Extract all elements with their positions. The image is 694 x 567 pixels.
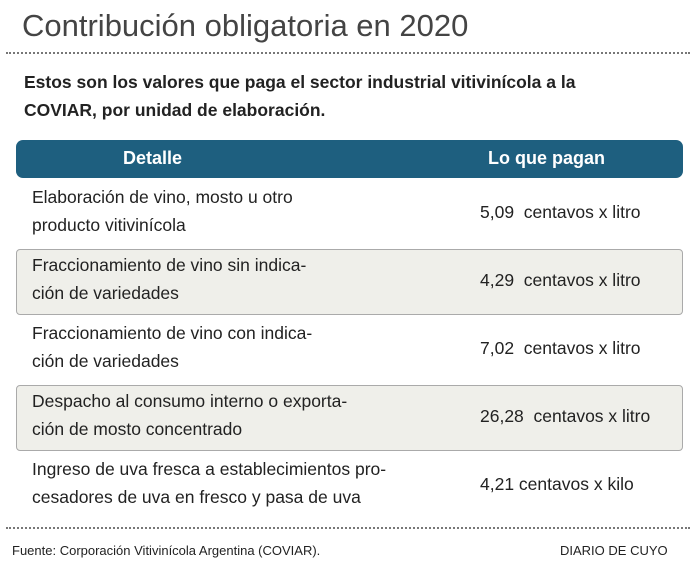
table-row [16, 385, 683, 451]
detail-text: cesadores de uva en fresco y pasa de uva [32, 487, 361, 507]
detail-text: ción de variedades [32, 351, 179, 371]
detail-text: producto vitivinícola [32, 215, 186, 235]
table-row [16, 249, 683, 315]
detail-text: Fraccionamiento de vino sin indica- [32, 255, 307, 275]
column-header: Lo que pagan [488, 148, 605, 168]
value-text: 26,28 centavos x litro [480, 406, 651, 426]
value-text: 5,09 centavos x litro [480, 202, 641, 222]
subtitle: Estos son los valores que paga el sector… [24, 72, 576, 92]
subtitle: COVIAR, por unidad de elaboración. [24, 100, 326, 120]
detail-text: Ingreso de uva fresca a establecimientos… [32, 459, 387, 479]
title: Contribución obligatoria en 2020 [22, 8, 469, 43]
column-header: Detalle [123, 148, 183, 168]
detail-text: Elaboración de vino, mosto u otro [32, 187, 293, 207]
value-text: 4,29 centavos x litro [480, 270, 641, 290]
detail-text: ción de variedades [32, 283, 179, 303]
detail-text: ción de mosto concentrado [32, 419, 243, 439]
credit: DIARIO DE CUYO [560, 543, 668, 558]
detail-text: Despacho al consumo interno o exporta- [32, 391, 348, 411]
detail-text: Fraccionamiento de vino con indica- [32, 323, 313, 343]
divider [6, 52, 690, 54]
value-text: 7,02 centavos x litro [480, 338, 641, 358]
divider [6, 527, 690, 529]
value-text: 4,21 centavos x kilo [480, 474, 634, 494]
source: Fuente: Corporación Vitivinícola Argenti… [12, 543, 321, 558]
table-header [16, 140, 683, 178]
